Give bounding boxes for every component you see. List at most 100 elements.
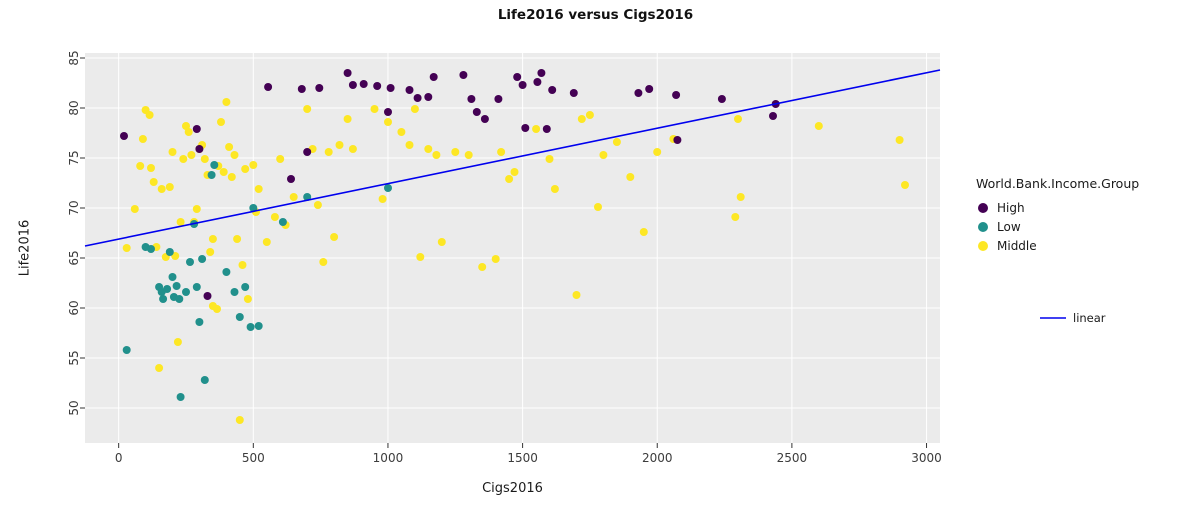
data-point — [241, 283, 250, 291]
data-point — [384, 184, 392, 192]
data-point — [198, 255, 207, 263]
data-point — [235, 313, 244, 321]
data-point — [373, 82, 382, 90]
data-point — [249, 161, 258, 169]
data-point — [246, 323, 255, 331]
data-point — [424, 145, 433, 153]
data-point — [168, 148, 177, 156]
data-point — [416, 253, 425, 261]
data-point — [537, 69, 546, 77]
data-point — [673, 136, 682, 144]
data-point — [359, 80, 368, 88]
data-point — [494, 95, 503, 103]
legend-item-low: Low — [976, 220, 1188, 234]
legend-item-high: High — [976, 201, 1188, 215]
data-point — [626, 173, 635, 181]
data-point — [276, 155, 285, 163]
data-point — [639, 228, 648, 236]
data-point — [550, 185, 559, 193]
data-point — [319, 258, 328, 266]
data-point — [335, 141, 344, 149]
regression-line — [84, 69, 941, 247]
data-point — [145, 111, 154, 119]
data-point — [459, 71, 468, 79]
y-tick-label: 70 — [67, 200, 81, 215]
data-point — [405, 86, 414, 94]
data-point — [249, 204, 258, 212]
data-point — [208, 235, 217, 243]
data-point — [424, 93, 433, 101]
y-tick-label: 65 — [67, 250, 81, 265]
data-point — [734, 115, 742, 123]
data-point — [548, 86, 557, 94]
data-point — [491, 255, 500, 263]
data-point — [147, 245, 155, 253]
legend-item-linear: linear — [976, 311, 1188, 325]
data-point — [213, 305, 221, 313]
data-point — [192, 283, 201, 291]
data-point — [653, 148, 662, 156]
data-point — [182, 288, 190, 296]
data-point — [313, 201, 322, 209]
data-point — [672, 91, 681, 99]
data-point — [612, 138, 621, 146]
y-tick-label: 60 — [67, 300, 81, 315]
data-point — [634, 89, 643, 97]
data-point — [599, 151, 608, 159]
data-point — [542, 125, 551, 133]
data-point — [303, 193, 312, 201]
data-point — [195, 318, 204, 326]
data-point — [120, 132, 128, 140]
data-point — [343, 115, 352, 123]
data-point — [510, 168, 519, 176]
data-point — [243, 295, 252, 303]
data-point — [736, 193, 745, 201]
data-point — [147, 164, 155, 172]
data-point — [149, 178, 158, 186]
data-point — [217, 118, 225, 126]
legend-dot-low-icon — [978, 222, 988, 232]
y-tick-label: 55 — [67, 350, 81, 365]
data-point — [182, 122, 190, 130]
data-point — [287, 175, 295, 183]
data-point — [233, 235, 242, 243]
data-point — [410, 105, 419, 113]
data-point — [159, 295, 168, 303]
x-axis-label: Cigs2016 — [482, 481, 543, 496]
x-tick-label: 500 — [242, 451, 265, 465]
data-point — [384, 108, 392, 116]
data-point — [230, 288, 239, 296]
data-point — [200, 155, 209, 163]
data-point — [235, 416, 244, 424]
legend-item-middle: Middle — [976, 239, 1188, 253]
data-point — [241, 165, 250, 173]
data-point — [533, 78, 542, 86]
data-point — [532, 125, 541, 133]
data-point — [122, 346, 131, 354]
data-point — [186, 258, 194, 266]
x-tick-label: 2500 — [777, 451, 808, 465]
data-point — [297, 85, 306, 93]
legend-dot-middle-icon — [978, 241, 988, 251]
data-point — [901, 181, 909, 189]
data-point — [210, 161, 219, 169]
y-tick-label: 85 — [67, 50, 81, 65]
data-point — [467, 95, 476, 103]
data-point — [230, 151, 239, 159]
data-point — [176, 218, 185, 226]
data-point — [262, 238, 271, 246]
data-point — [569, 89, 578, 97]
data-point — [192, 205, 201, 213]
data-point — [348, 81, 357, 89]
data-point — [405, 141, 414, 149]
data-point — [413, 94, 422, 102]
data-point — [545, 155, 554, 163]
y-tick-label: 75 — [67, 150, 81, 165]
data-point — [370, 105, 379, 113]
data-point — [222, 98, 231, 106]
data-point — [179, 155, 188, 163]
data-point — [238, 261, 247, 269]
data-point — [200, 376, 209, 384]
